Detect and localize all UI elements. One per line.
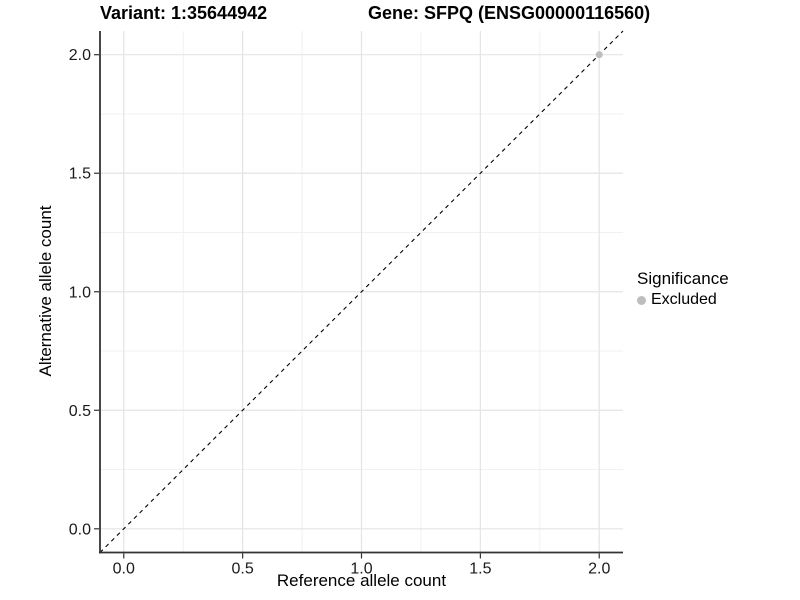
x-tick-label: 0.5 (232, 561, 254, 578)
legend: Significance Excluded (637, 269, 729, 309)
x-tick-label: 0.0 (113, 561, 135, 578)
y-tick-label: 1.5 (69, 166, 91, 183)
y-tick-label: 1.0 (69, 284, 91, 301)
legend-entry-label: Excluded (651, 291, 717, 308)
x-tick-label: 2.0 (588, 561, 610, 578)
x-axis-title: Reference allele count (276, 571, 447, 590)
y-tick-label: 0.0 (69, 521, 91, 538)
y-tick-label: 2.0 (69, 47, 91, 64)
y-tick-label: 0.5 (69, 403, 91, 420)
x-tick-label: 1.0 (350, 561, 372, 578)
y-axis-title: Alternative allele count (36, 205, 55, 377)
legend-title: Significance (637, 269, 729, 288)
plot-title-gene: Gene: SFPQ (ENSG00000116560) (368, 3, 651, 23)
excluded-point-icon (637, 295, 646, 305)
identity-reference-line (99, 30, 624, 553)
plot-title-variant: Variant: 1:35644942 (100, 3, 268, 23)
legend-entry-excluded: Excluded (637, 291, 729, 309)
data-point-excluded (595, 51, 603, 59)
x-tick-label: 1.5 (469, 561, 491, 578)
